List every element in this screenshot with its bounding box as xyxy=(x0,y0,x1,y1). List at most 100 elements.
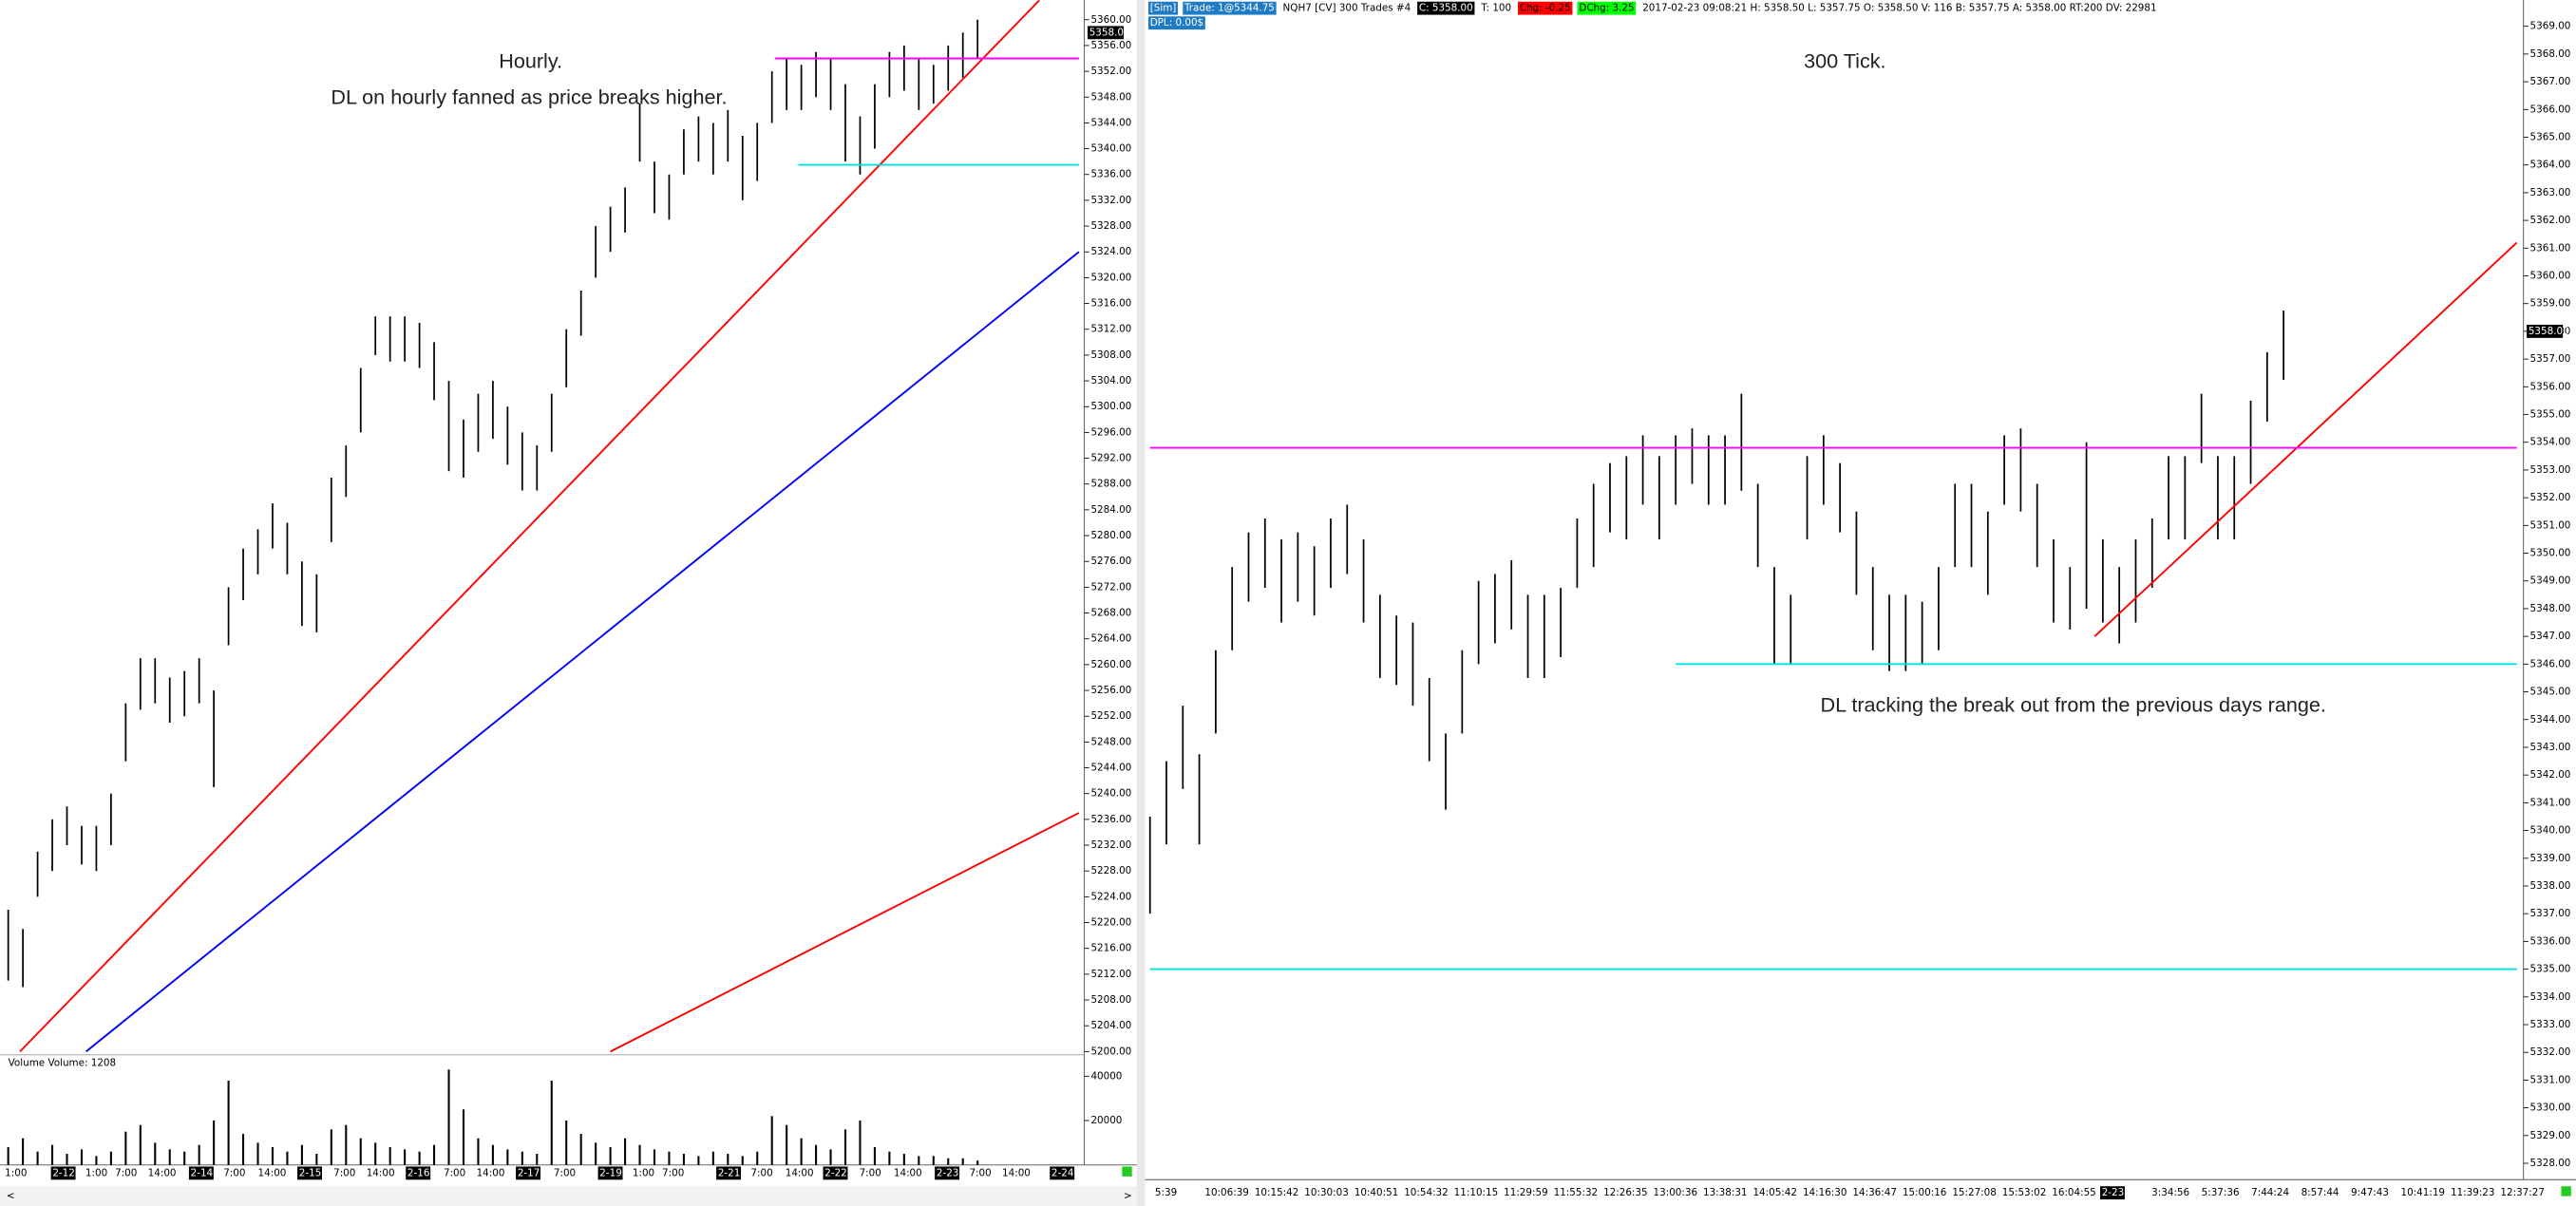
x-tick-label: 14:00 xyxy=(786,1167,814,1178)
scrollbar[interactable] xyxy=(0,1186,1137,1206)
y-tick-label: 5284.00 xyxy=(1090,504,1131,516)
y-tick-label: 5346.00 xyxy=(2530,658,2571,669)
date-box xyxy=(297,1166,322,1180)
x-tick-label: 2-24 xyxy=(1051,1167,1074,1178)
header-field: Trade: 1@5344.75 xyxy=(1184,3,1275,14)
x-tick-label: 10:41:19 xyxy=(2401,1187,2446,1198)
x-tick-label: 11:10:15 xyxy=(1454,1187,1499,1198)
x-tick-label: 15:27:08 xyxy=(1952,1187,1997,1198)
x-tick-label: 3:34:56 xyxy=(2151,1187,2189,1198)
header-field: 2017-02-23 09:08:21 H: 5358.50 L: 5357.7… xyxy=(1642,3,2156,14)
y-tick-label: 5332.00 xyxy=(2530,1046,2571,1058)
splitter[interactable] xyxy=(1136,0,1146,1206)
x-tick-label: 9:47:43 xyxy=(2351,1187,2389,1198)
y-tick-label: 5364.00 xyxy=(2530,160,2571,171)
x-tick-label: 7:00 xyxy=(333,1167,355,1178)
y-tick-label: 5356.00 xyxy=(1090,40,1131,51)
header-field: NQH7 [CV] 300 Trades #4 xyxy=(1283,3,1411,14)
x-tick-label: 10:15:42 xyxy=(1255,1187,1299,1198)
x-tick-label: 7:00 xyxy=(223,1167,245,1178)
header-field-bg xyxy=(1147,1,1179,15)
x-tick-label: 2-21 xyxy=(718,1167,741,1178)
y-tick-label: 5304.00 xyxy=(1090,375,1131,386)
header-field: DChg: 3.25 xyxy=(1579,3,1634,14)
x-tick-label: 14:00 xyxy=(1002,1167,1031,1178)
scroll-right[interactable]: > xyxy=(1124,1191,1132,1202)
y-tick-label: 5212.00 xyxy=(1090,969,1131,980)
x-tick-label: 10:30:03 xyxy=(1304,1187,1349,1198)
date-box xyxy=(50,1166,76,1180)
y-tick-label: 5228.00 xyxy=(1090,865,1131,876)
last-price-label: 5358.00 xyxy=(2529,326,2569,337)
y-tick-label: 5344.00 xyxy=(2530,714,2571,725)
y-tick-label: 5316.00 xyxy=(1090,298,1131,310)
y-tick-label: 5351.00 xyxy=(2530,519,2571,531)
y-tick-label: 5256.00 xyxy=(1090,685,1131,696)
x-tick-label: 2-22 xyxy=(824,1167,847,1178)
x-tick-label: 15:00:16 xyxy=(1903,1187,1947,1198)
x-tick-label: 12:26:35 xyxy=(1603,1187,1648,1198)
y-tick-label: 5339.00 xyxy=(2530,853,2571,864)
header-field-bg xyxy=(1577,1,1637,15)
y-tick-label: 5353.00 xyxy=(2530,464,2571,476)
x-tick-label: 2-15 xyxy=(299,1167,322,1178)
y-tick-label: 5276.00 xyxy=(1090,556,1131,567)
scroll-left[interactable]: < xyxy=(7,1191,15,1202)
y-tick-label: 5248.00 xyxy=(1090,736,1131,747)
status-indicator xyxy=(2561,1186,2571,1197)
x-tick-label: 14:00 xyxy=(894,1167,922,1178)
y-tick-label: 5296.00 xyxy=(1090,426,1131,438)
date-box xyxy=(823,1166,848,1180)
y-tick-label: 5360.00 xyxy=(1090,14,1131,26)
date-box xyxy=(516,1166,541,1180)
y-tick-label: 5333.00 xyxy=(2530,1019,2571,1030)
last-price-box xyxy=(2527,324,2564,338)
y-tick-label: 5342.00 xyxy=(2530,769,2571,781)
x-tick-label: 14:16:30 xyxy=(1803,1187,1847,1198)
header-field-bg xyxy=(1147,16,1205,30)
x-tick-label: 7:00 xyxy=(860,1167,881,1178)
y-tick-label: 5260.00 xyxy=(1090,659,1131,670)
y-tick-label: 5204.00 xyxy=(1090,1020,1131,1031)
x-tick-label: 7:00 xyxy=(444,1167,465,1178)
y-tick-label: 5216.00 xyxy=(1090,943,1131,954)
y-tick-label: 20000 xyxy=(1090,1115,1122,1126)
header-field: Chg: -0.25 xyxy=(1520,3,1571,14)
x-tick-label: 7:00 xyxy=(554,1167,576,1178)
x-tick-label: 5:39 xyxy=(1155,1187,1177,1198)
y-tick-label: 5324.00 xyxy=(1090,246,1131,257)
y-tick-label: 5354.00 xyxy=(2530,437,2571,448)
x-tick-label: 5:37:36 xyxy=(2202,1187,2240,1198)
annotation: DL on hourly fanned as price breaks high… xyxy=(331,85,727,109)
y-tick-label: 40000 xyxy=(1090,1070,1122,1082)
y-tick-label: 5288.00 xyxy=(1090,479,1131,490)
y-tick-label: 5357.00 xyxy=(2530,353,2571,365)
y-tick-label: 5308.00 xyxy=(1090,349,1131,361)
y-tick-label: 5338.00 xyxy=(2530,880,2571,892)
y-tick-label: 5224.00 xyxy=(1090,891,1131,902)
x-tick-label: 16:04:55 xyxy=(2052,1187,2096,1198)
x-tick-label: 7:00 xyxy=(750,1167,772,1178)
y-tick-label: 5220.00 xyxy=(1090,917,1131,929)
y-tick-label: 5331.00 xyxy=(2530,1074,2571,1085)
trend-line xyxy=(19,0,1040,1053)
x-tick-label: 14:00 xyxy=(367,1167,395,1178)
header-field-bg xyxy=(1417,1,1475,15)
x-tick-label: 14:36:47 xyxy=(1852,1187,1897,1198)
header-field: C: 5358.00 xyxy=(1419,3,1473,14)
x-tick-label: 2-12 xyxy=(52,1167,75,1178)
x-tick-label: 1:00 xyxy=(85,1167,107,1178)
y-tick-label: 5347.00 xyxy=(2530,631,2571,642)
last-price-label: 5358.00 xyxy=(1089,27,1130,38)
y-tick-label: 5244.00 xyxy=(1090,763,1131,774)
y-tick-label: 5300.00 xyxy=(1090,401,1131,412)
y-tick-label: 5320.00 xyxy=(1090,272,1131,283)
x-tick-label: 2-14 xyxy=(191,1167,214,1178)
y-tick-label: 5232.00 xyxy=(1090,839,1131,851)
date-box xyxy=(2099,1186,2125,1200)
y-tick-label: 5272.00 xyxy=(1090,581,1131,593)
y-tick-label: 5329.00 xyxy=(2530,1130,2571,1141)
